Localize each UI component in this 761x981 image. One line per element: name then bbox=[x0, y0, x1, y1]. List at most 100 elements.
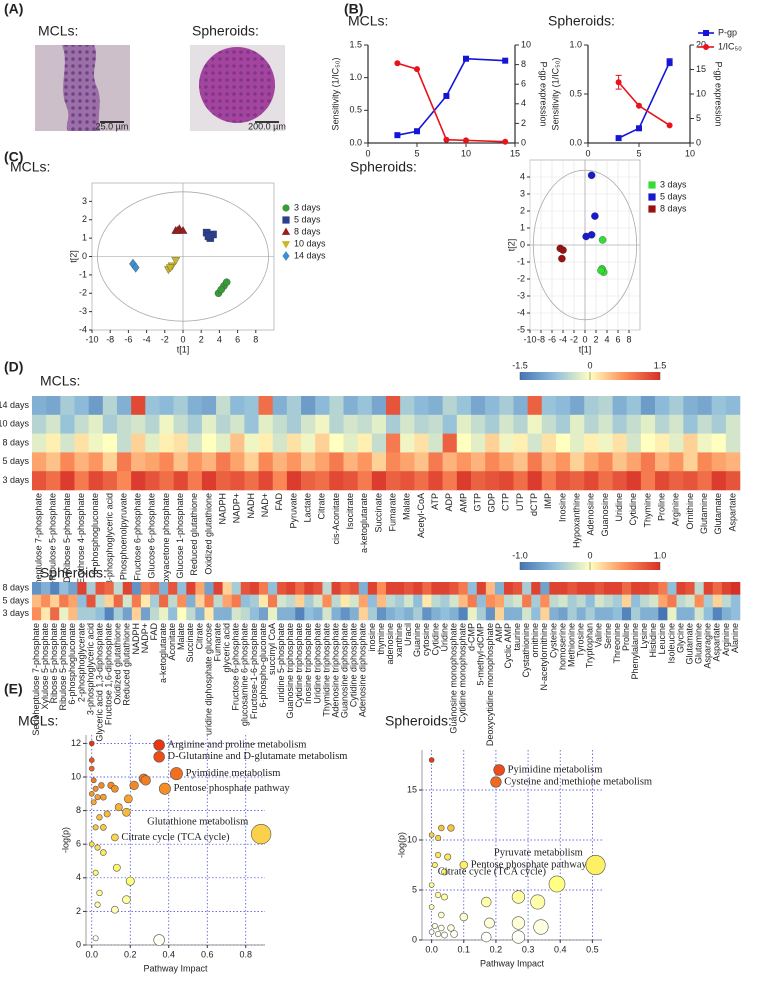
x-tick-label: 0 bbox=[582, 334, 587, 344]
heat-cell bbox=[598, 433, 613, 453]
y-tick-label: 3 bbox=[82, 196, 87, 206]
heat-cell bbox=[244, 433, 259, 453]
x-axis-label: Pathway Impact bbox=[480, 958, 545, 968]
bubble bbox=[122, 895, 131, 904]
heat-cell bbox=[367, 607, 378, 621]
column-label: glyceric acid bbox=[222, 623, 232, 673]
heat-cell bbox=[540, 607, 550, 621]
heat-cell bbox=[213, 607, 223, 621]
heat-cell bbox=[685, 582, 695, 595]
heat-cell bbox=[286, 414, 302, 434]
heat-cell bbox=[60, 396, 75, 416]
column-label: Reduced glutathione bbox=[122, 623, 132, 706]
bubble bbox=[88, 790, 95, 797]
heat-cell bbox=[626, 396, 642, 416]
y2-tick-label: 20 bbox=[696, 39, 706, 49]
data-point bbox=[463, 137, 469, 144]
y-tick-label: 0.0 bbox=[349, 137, 362, 147]
y-tick-label: 1.0 bbox=[349, 72, 362, 82]
heat-cell bbox=[301, 452, 316, 472]
heat-cell bbox=[541, 414, 557, 434]
heat-cell bbox=[386, 582, 396, 595]
heat-cell bbox=[669, 471, 684, 491]
data-point bbox=[502, 57, 509, 64]
column-label: 6-phosphogluconate bbox=[90, 493, 100, 575]
heat-cell bbox=[667, 594, 677, 608]
heat-cell bbox=[404, 607, 414, 621]
heat-cell bbox=[442, 452, 458, 472]
column-label: Citrate bbox=[317, 493, 327, 520]
heat-cell bbox=[213, 594, 223, 608]
column-label: Glucose 1-phosphate bbox=[175, 493, 185, 579]
heat-cell bbox=[358, 594, 369, 608]
bubble bbox=[96, 889, 103, 897]
heat-cell bbox=[116, 471, 132, 491]
heat-cell bbox=[201, 414, 217, 434]
y-tick-label: 10 bbox=[71, 771, 81, 781]
column-label: Aspartate bbox=[727, 493, 737, 532]
bubble bbox=[548, 875, 566, 893]
heat-cell bbox=[711, 471, 727, 491]
heat-cell bbox=[570, 471, 585, 491]
heat-cell bbox=[485, 582, 496, 595]
column-label: Cystathionine bbox=[521, 623, 531, 678]
heat-cell bbox=[558, 582, 568, 595]
heat-cell bbox=[116, 433, 132, 453]
row-label: 5 days bbox=[2, 456, 29, 466]
heat-cell bbox=[32, 582, 42, 595]
heat-cell bbox=[343, 414, 358, 434]
heat-cell bbox=[442, 471, 458, 491]
heat-cell bbox=[458, 582, 468, 595]
column-label: Sedoheptulose 7-phosphate bbox=[33, 493, 43, 606]
heat-cell bbox=[414, 452, 429, 472]
heat-cell bbox=[626, 433, 642, 453]
heat-cell bbox=[470, 396, 486, 416]
heat-cell bbox=[244, 452, 259, 472]
heat-cell bbox=[301, 471, 316, 491]
bubble bbox=[111, 784, 119, 793]
y-tick-label: 2 bbox=[520, 205, 525, 215]
bubble bbox=[493, 764, 505, 776]
heat-cell bbox=[640, 452, 656, 472]
data-point bbox=[394, 132, 401, 139]
data-point bbox=[636, 125, 642, 132]
heat-cell bbox=[357, 396, 373, 416]
column-label: Glucose 6-phosphate bbox=[147, 493, 157, 579]
x-tick-label: 5 bbox=[414, 148, 419, 158]
heat-cell bbox=[173, 471, 189, 491]
heat-cell bbox=[676, 594, 686, 608]
heat-cell bbox=[159, 433, 174, 453]
heat-cell bbox=[68, 594, 78, 608]
heat-cell bbox=[230, 414, 245, 434]
column-label: GTP bbox=[472, 493, 482, 512]
heat-cell bbox=[41, 607, 51, 621]
heat-cell bbox=[456, 433, 472, 453]
chart-title: Spheroids: bbox=[385, 713, 452, 729]
panel-label: (D) bbox=[4, 359, 23, 375]
heat-cell bbox=[485, 471, 500, 491]
heat-cell bbox=[376, 582, 387, 595]
heat-cell bbox=[594, 594, 605, 608]
heat-cell bbox=[598, 414, 613, 434]
heat-cell bbox=[567, 607, 577, 621]
heat-cell bbox=[470, 452, 486, 472]
heat-cell bbox=[140, 594, 151, 608]
x-tick-label: 0.6 bbox=[201, 949, 214, 959]
heat-cell bbox=[712, 607, 723, 621]
heat-cell bbox=[470, 471, 486, 491]
column-label: Arginine bbox=[721, 623, 731, 656]
bubble bbox=[530, 894, 546, 910]
pathway-label: D-Glutamine and D-glutamate metabolism bbox=[168, 751, 348, 762]
heat-cell bbox=[295, 594, 305, 608]
heat-cell bbox=[585, 582, 596, 595]
heat-cell bbox=[168, 607, 178, 621]
heat-cell bbox=[230, 433, 245, 453]
heat-cell bbox=[558, 607, 568, 621]
heat-cell bbox=[159, 594, 169, 608]
heat-cell bbox=[626, 471, 642, 491]
y-tick-label: 8 bbox=[76, 805, 81, 815]
heat-cell bbox=[703, 594, 714, 608]
column-label: 5-methyl-dCMP bbox=[476, 623, 486, 686]
heat-cell bbox=[86, 594, 96, 608]
y-tick-label: 1.0 bbox=[569, 39, 582, 49]
